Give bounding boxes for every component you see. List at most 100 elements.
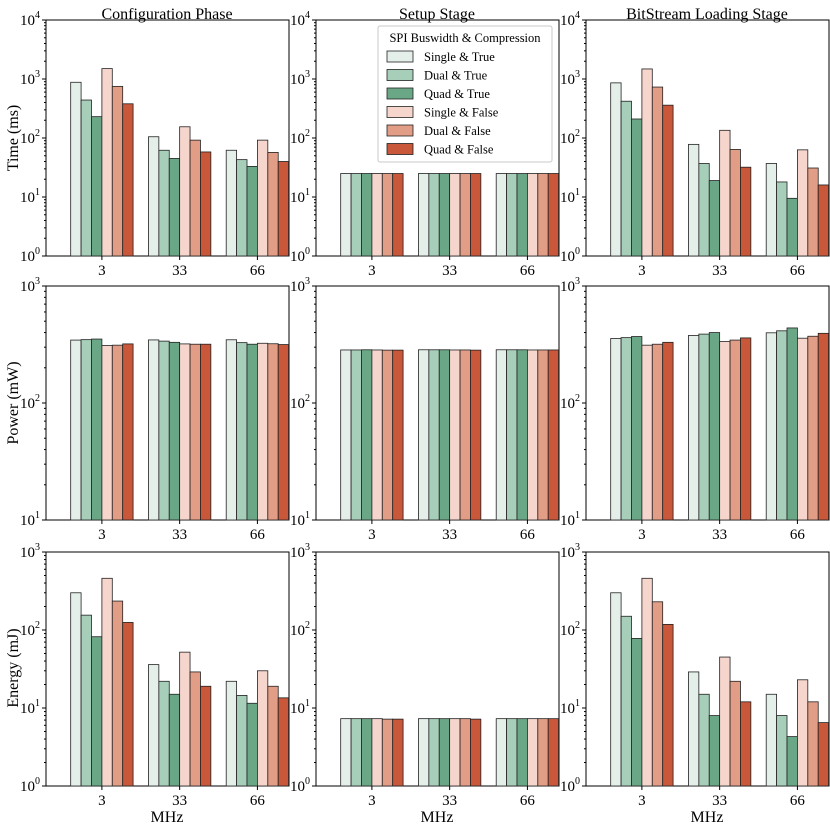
bar-time-config-3-s0 [70,81,82,257]
x-tick-label: 33 [712,263,727,279]
xlabel-config: MHz [151,809,184,826]
bar-time-setup-66-s5 [547,173,560,257]
bar-power-bitstream-33-s5 [740,337,752,521]
bar-energy-config-33-s4 [189,671,201,787]
x-tick-label: 33 [712,527,727,543]
bar-time-bitstream-66-s2 [786,197,798,257]
bar-power-setup-66-s4 [537,349,549,521]
bar-power-bitstream-33-s2 [708,332,721,521]
bar-power-setup-33-s0 [418,349,430,521]
bar-time-config-33-s4 [189,139,201,257]
bar-time-setup-33-s2 [438,173,451,257]
y-tick-label: 100 [290,776,310,795]
y-tick-label: 104 [20,10,40,29]
x-tick-label: 33 [442,263,457,279]
y-tick-label: 103 [560,276,580,295]
x-tick-label: 66 [250,793,266,809]
bar-power-bitstream-33-s4 [729,339,741,521]
bar-energy-setup-66-s4 [537,718,549,787]
bar-time-setup-66-s3 [527,173,539,257]
y-tick-label: 103 [290,69,310,88]
bar-power-config-33-s1 [158,340,170,521]
bar-time-setup-66-s0 [495,173,508,257]
bar-time-bitstream-33-s3 [719,129,731,257]
x-tick-label: 3 [98,527,106,543]
bar-power-setup-33-s5 [470,349,482,521]
y-tick-label: 102 [290,620,310,639]
bar-time-config-66-s3 [257,139,269,257]
bar-energy-config-66-s1 [236,695,248,787]
y-tick-label: 103 [560,542,580,561]
xlabel-bitstream: MHz [691,809,724,826]
bar-time-config-3-s4 [111,85,124,257]
bar-time-setup-33-s0 [418,173,430,257]
bar-energy-setup-33-s2 [438,718,451,787]
bar-energy-setup-3-s2 [361,718,373,787]
bar-power-config-3-s0 [70,339,82,521]
bar-power-config-33-s2 [168,341,181,521]
bar-time-bitstream-33-s5 [740,166,752,257]
bar-time-bitstream-33-s4 [729,149,741,257]
bar-time-config-3-s2 [91,116,103,257]
y-tick-label: 102 [560,620,580,639]
legend-swatch [386,124,414,137]
y-tick-label: 101 [290,187,310,206]
bar-time-config-3-s1 [80,99,92,257]
bar-energy-setup-3-s0 [340,718,352,787]
x-tick-label: 66 [790,793,806,809]
bar-time-setup-66-s1 [506,173,518,257]
bar-energy-bitstream-3-s1 [620,615,632,787]
bar-time-setup-33-s5 [470,173,482,257]
x-tick-label: 66 [250,527,266,543]
bar-energy-config-66-s0 [225,680,238,787]
bar-energy-config-33-s3 [179,651,191,787]
bar-time-config-66-s1 [236,159,248,257]
x-tick-label: 33 [172,527,187,543]
bar-energy-setup-33-s1 [428,718,440,787]
bar-power-config-3-s5 [122,343,134,521]
bar-energy-bitstream-3-s2 [631,638,643,787]
bar-energy-config-3-s0 [70,592,82,787]
bar-time-config-3-s3 [101,68,113,257]
bar-time-bitstream-3-s0 [610,82,622,257]
legend-entry-label: Dual & False [424,124,491,138]
y-tick-label: 101 [560,698,580,717]
bar-energy-config-33-s0 [148,664,160,787]
bar-energy-bitstream-66-s0 [765,693,778,787]
x-tick-label: 3 [368,263,376,279]
bar-time-setup-3-s4 [381,173,394,257]
y-tick-label: 103 [20,276,40,295]
bar-time-config-33-s0 [148,136,160,257]
bar-power-setup-33-s2 [438,349,451,521]
y-tick-label: 101 [560,187,580,206]
bar-power-config-3-s4 [111,344,124,521]
bar-time-config-33-s1 [158,149,170,257]
bar-power-bitstream-3-s2 [631,336,643,521]
y-tick-label: 102 [290,393,310,412]
bar-energy-config-3-s2 [91,636,103,787]
bar-energy-setup-3-s4 [381,718,394,787]
bar-time-setup-3-s5 [392,173,404,257]
x-tick-label: 3 [368,793,376,809]
bar-energy-config-3-s4 [111,600,124,787]
x-tick-label: 3 [98,263,106,279]
bar-power-bitstream-66-s4 [807,335,819,521]
x-tick-label: 33 [172,793,187,809]
y-tick-label: 103 [20,69,40,88]
bar-time-setup-3-s0 [340,173,352,257]
bar-power-setup-3-s4 [381,349,394,521]
bar-time-config-66-s0 [225,149,238,257]
bar-power-bitstream-3-s3 [641,344,653,521]
bar-energy-config-66-s2 [246,702,258,787]
y-tick-label: 101 [290,510,310,529]
bar-power-config-33-s0 [148,339,160,521]
y-tick-label: 101 [20,698,40,717]
x-tick-label: 3 [368,527,376,543]
bar-energy-setup-33-s5 [470,718,482,787]
